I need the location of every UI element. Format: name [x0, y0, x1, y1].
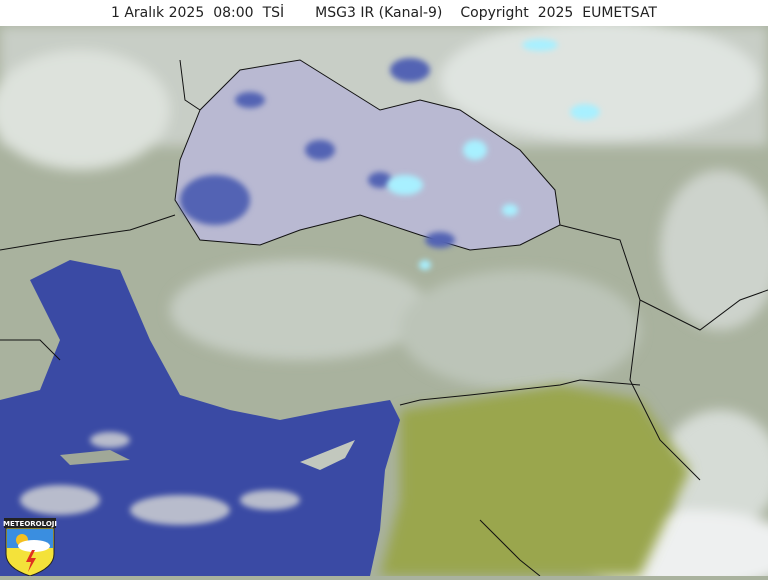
cyprus [300, 440, 355, 470]
sea-clouds [20, 432, 300, 525]
lightning-sun-cloud-shield-icon: METEOROLOJI [3, 518, 57, 577]
crete [60, 450, 130, 465]
cloud-cover-north [0, 26, 768, 576]
cold-cloud-tops [387, 39, 600, 270]
country-borders [0, 59, 768, 576]
satellite-image [0, 26, 768, 576]
time-label: 08:00 [213, 5, 254, 21]
image-caption: 1 Aralık 2025 08:00 TSİ MSG3 IR (Kanal-9) Co… [0, 0, 768, 26]
copyright-label: Copyright 2025 EUMETSAT [460, 5, 657, 21]
black-sea [174, 59, 561, 251]
svg-text:METEOROLOJI: METEOROLOJI [3, 520, 57, 528]
black-sea-clear-patches [180, 58, 455, 248]
date-label: 1 Aralık 2025 [110, 5, 205, 21]
product-label: MSG3 IR (Kanal-9) [315, 5, 443, 21]
desert-region [380, 385, 690, 576]
mediterranean-sea [0, 260, 400, 576]
meteoroloji-logo: METEOROLOJI [2, 518, 58, 577]
timezone-label: TSİ [262, 5, 285, 21]
